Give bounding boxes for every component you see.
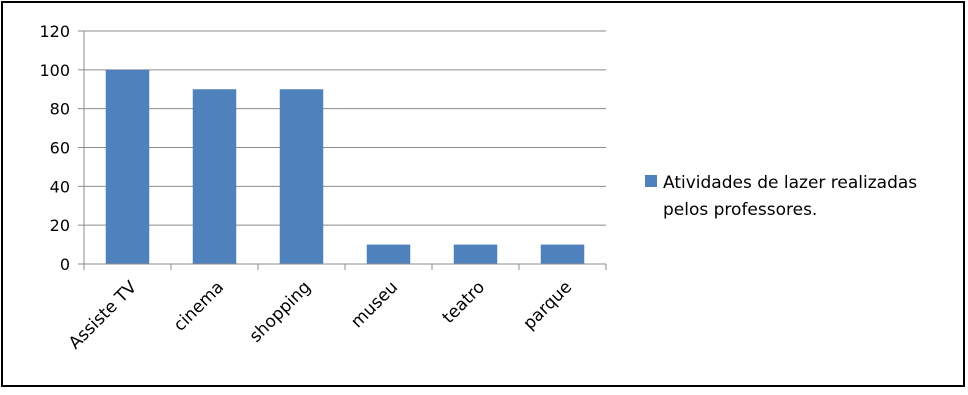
y-tick-label: 80 (50, 100, 70, 119)
y-tick-label: 60 (50, 139, 70, 158)
gridlines (84, 30, 606, 226)
y-tick-label: 0 (60, 255, 70, 274)
legend-swatch (645, 175, 657, 187)
legend-label: pelos professores. (663, 200, 817, 220)
bar (192, 89, 237, 264)
y-tick-label: 120 (39, 22, 70, 41)
bar (279, 89, 324, 264)
bar (453, 244, 498, 264)
legend: Atividades de lazer realizadas pelos prof… (645, 173, 917, 220)
y-tick-label: 40 (50, 177, 70, 196)
bar (540, 244, 585, 264)
bar (105, 69, 150, 264)
bars (105, 69, 585, 264)
y-tick-label: 100 (39, 61, 70, 80)
bar (366, 244, 411, 264)
legend-label: Atividades de lazer realizadas (663, 173, 917, 193)
chart-border (1, 1, 965, 387)
y-tick-label: 20 (50, 216, 70, 235)
